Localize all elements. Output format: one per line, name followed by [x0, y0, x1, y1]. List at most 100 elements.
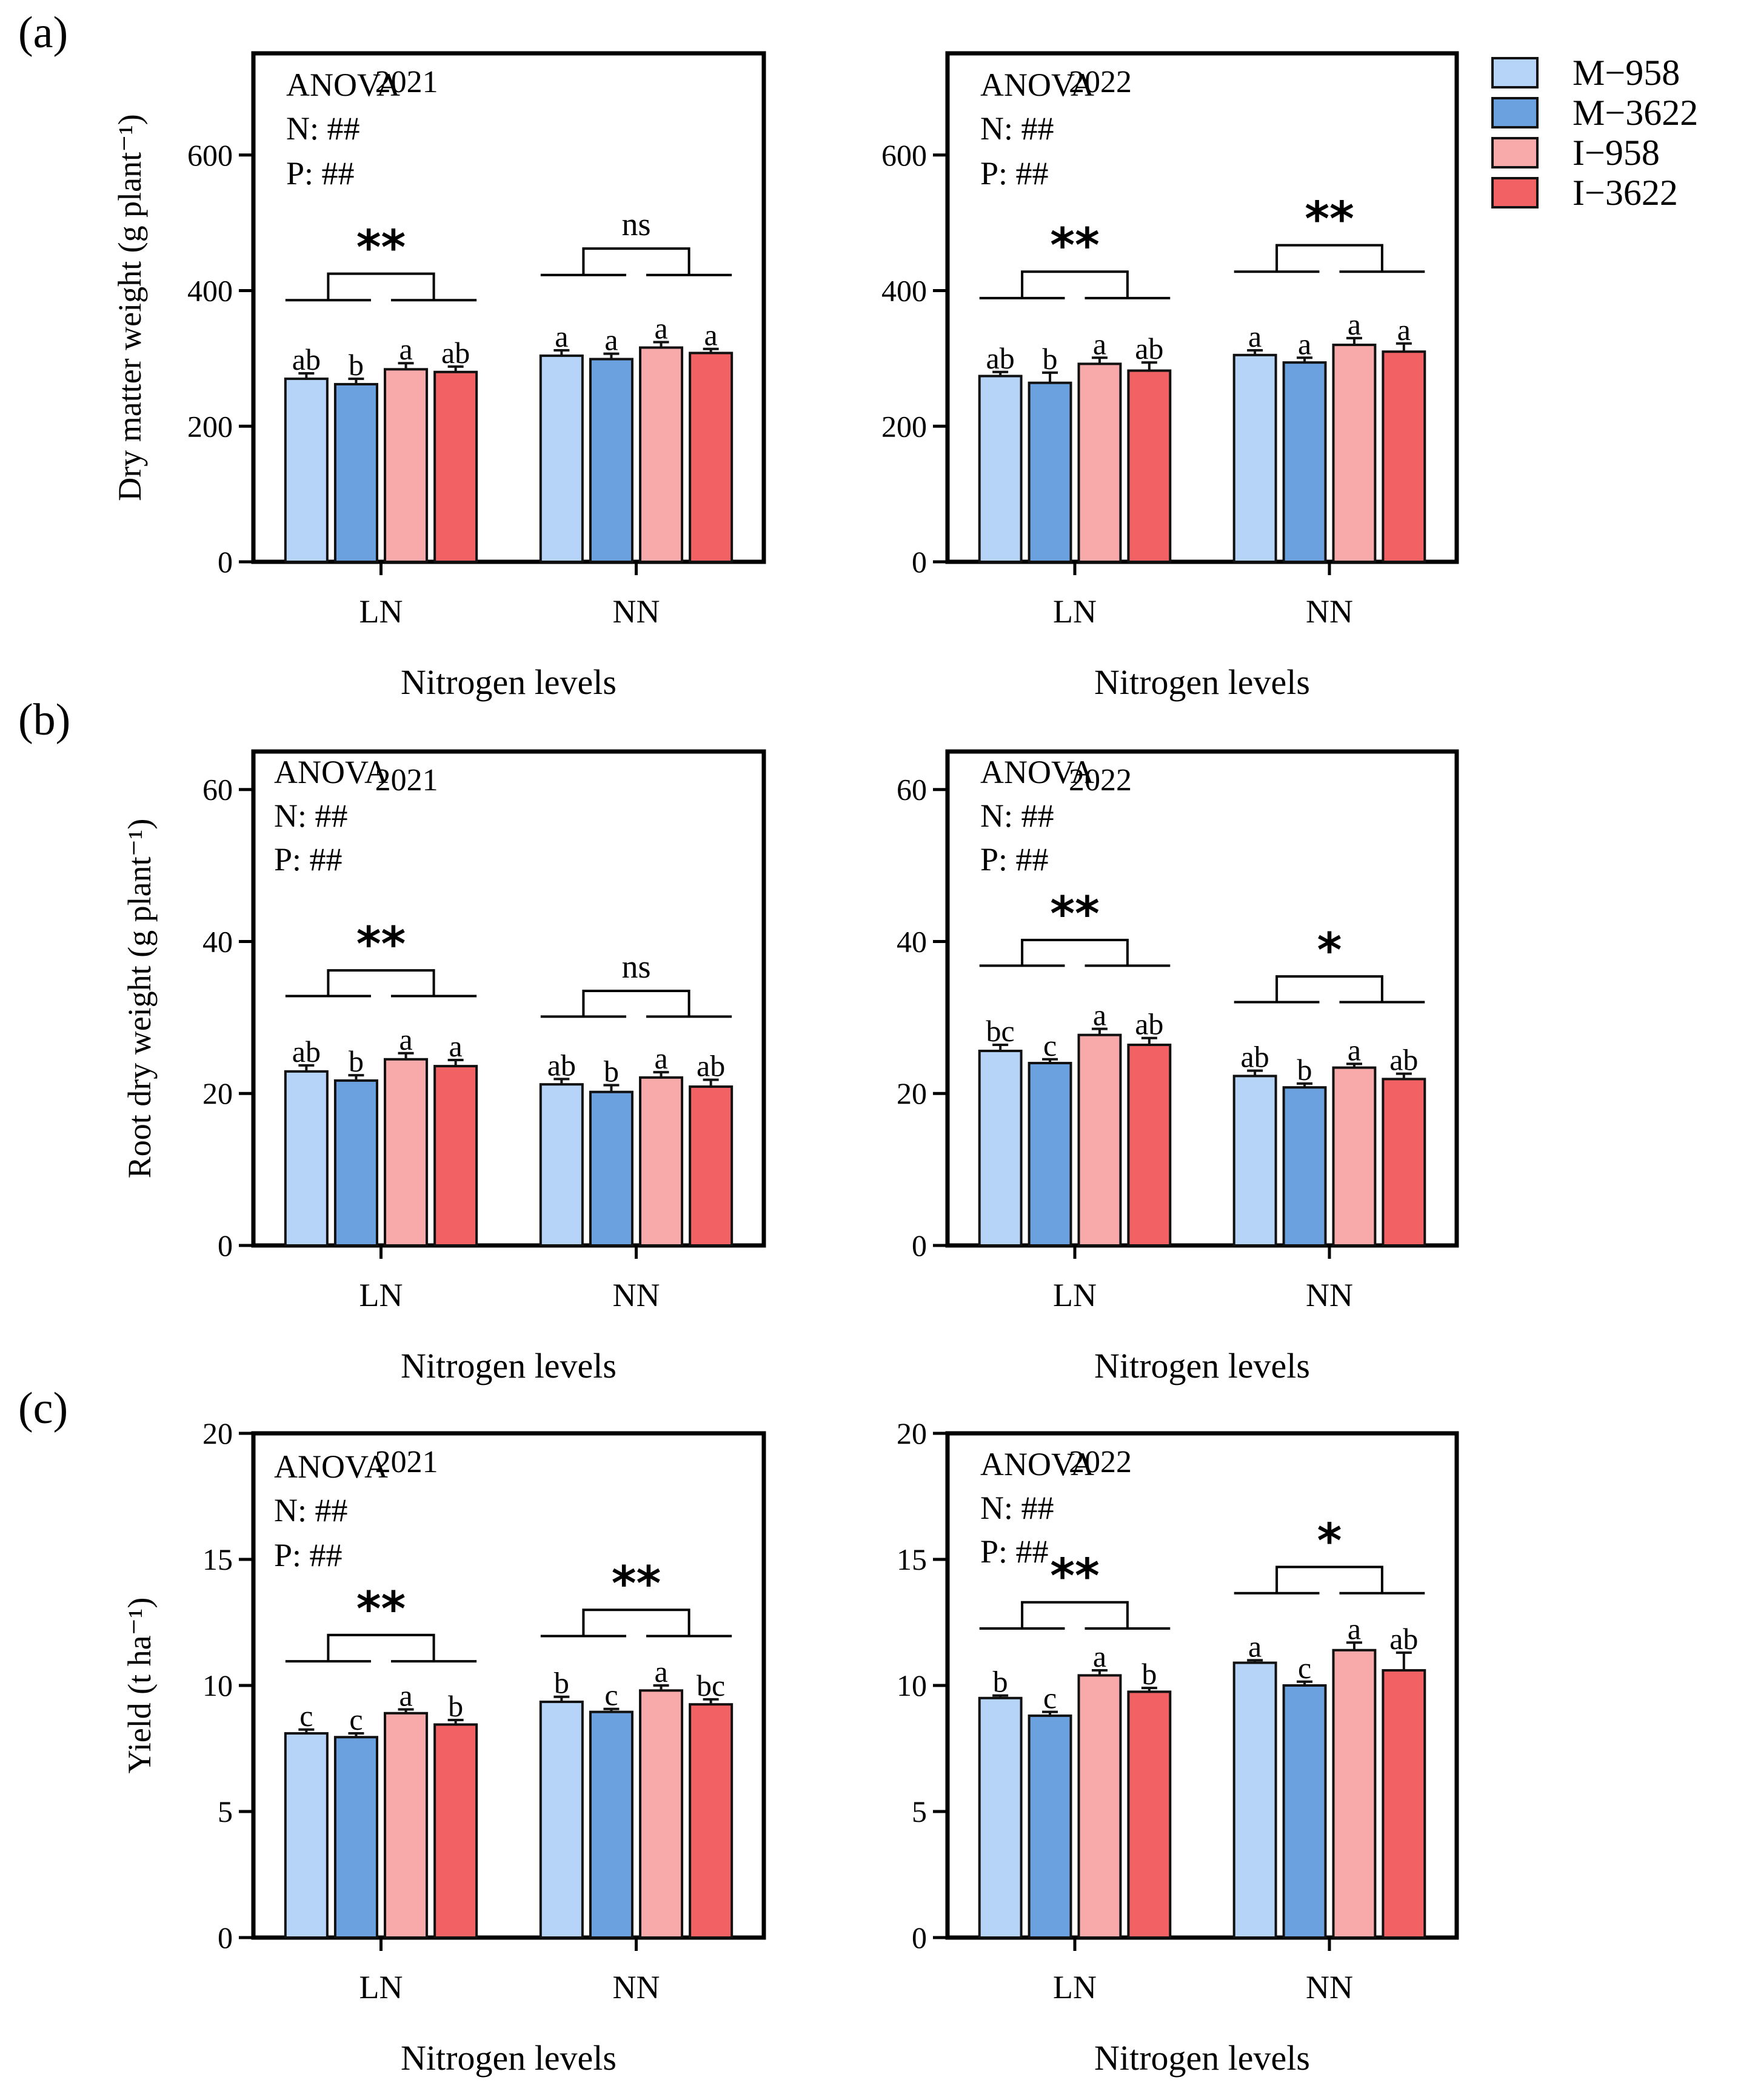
anova-title: ANOVA — [980, 67, 1094, 103]
bar — [1028, 381, 1072, 563]
significance-letter: ab — [1135, 1007, 1163, 1041]
y-axis-title: Yield (t ha⁻¹) — [121, 1598, 158, 1774]
anova-p: P: ## — [980, 841, 1049, 878]
y-tick-label: 0 — [218, 1228, 233, 1262]
significance-letter: a — [1397, 313, 1411, 347]
comparison-significance: ns — [621, 948, 650, 985]
anova-p: P: ## — [980, 155, 1049, 192]
y-tick-label: 60 — [897, 773, 927, 807]
significance-letter: b — [448, 1689, 463, 1723]
bar — [978, 1050, 1023, 1247]
comparison-significance: * — [1317, 924, 1342, 978]
significance-letter: ab — [697, 1049, 725, 1083]
year-label: 2021 — [375, 65, 438, 99]
significance-letter: a — [1248, 1629, 1262, 1663]
comparison-significance: ns — [621, 206, 650, 242]
legend-label: M−958 — [1573, 53, 1680, 93]
x-category-label: NN — [613, 1969, 660, 2005]
significance-letter: a — [654, 312, 667, 345]
significance-letter: bc — [986, 1014, 1015, 1048]
x-axis-title: Nitrogen levels — [401, 662, 617, 702]
significance-letter: a — [1093, 327, 1106, 361]
bar — [1028, 1062, 1072, 1247]
panel-label-b: (b) — [18, 695, 70, 745]
y-tick-label: 10 — [202, 1668, 233, 1702]
significance-letter: ab — [1135, 332, 1163, 365]
x-axis-title: Nitrogen levels — [1094, 662, 1310, 702]
bar — [433, 1723, 478, 1939]
bar — [1232, 1075, 1277, 1247]
bar — [333, 1079, 378, 1247]
significance-letter: a — [1348, 1612, 1361, 1645]
y-tick-label: 5 — [912, 1795, 927, 1828]
anova-n: N: ## — [980, 110, 1054, 147]
bar — [689, 1085, 734, 1247]
y-tick-label: 20 — [202, 1076, 233, 1110]
bar — [589, 358, 633, 563]
x-axis-title: Nitrogen levels — [401, 2038, 617, 2078]
bar — [1282, 361, 1327, 563]
comparison-significance: ** — [612, 1557, 661, 1612]
comparison-significance: ** — [356, 1582, 406, 1637]
bar — [539, 1083, 584, 1247]
y-tick-label: 20 — [202, 1416, 233, 1450]
y-tick-label: 60 — [202, 773, 233, 807]
significance-letter: ab — [1389, 1043, 1418, 1077]
anova-title: ANOVA — [274, 754, 388, 790]
significance-letter: c — [604, 1678, 618, 1712]
bar — [1382, 350, 1426, 563]
significance-letter: c — [349, 1702, 363, 1736]
x-category-label: NN — [1306, 1277, 1353, 1313]
y-tick-label: 400 — [187, 274, 233, 308]
y-tick-label: 400 — [881, 274, 927, 308]
bar — [1282, 1684, 1327, 1939]
y-tick-label: 600 — [881, 138, 927, 172]
comparison-bracket — [285, 1633, 477, 1663]
y-tick-label: 0 — [912, 1921, 927, 1955]
bar — [384, 1058, 429, 1247]
bar — [433, 1065, 478, 1247]
significance-letter: ab — [441, 336, 470, 370]
legend-label: I−3622 — [1573, 173, 1678, 213]
anova-title: ANOVA — [980, 1446, 1094, 1482]
legend-label: M−3622 — [1573, 93, 1698, 133]
comparison-bracket — [540, 247, 732, 276]
bar — [284, 1070, 329, 1247]
bar — [589, 1090, 633, 1247]
bar — [1332, 1066, 1377, 1247]
comparison-bracket — [1234, 1565, 1425, 1595]
significance-letter: a — [1298, 327, 1311, 361]
bar — [539, 354, 584, 564]
x-category-label: NN — [1306, 1969, 1353, 2005]
year-label: 2022 — [1069, 1445, 1132, 1479]
bar — [333, 382, 378, 564]
significance-letter: a — [449, 1029, 463, 1063]
significance-letter: c — [299, 1699, 313, 1733]
bar — [1382, 1078, 1426, 1247]
y-tick-label: 0 — [218, 1921, 233, 1955]
significance-letter: b — [1043, 342, 1058, 376]
year-label: 2021 — [375, 1445, 438, 1479]
significance-letter: a — [604, 323, 618, 357]
significance-letter: b — [1141, 1657, 1157, 1691]
significance-letter: a — [399, 1679, 412, 1713]
bar — [384, 1712, 429, 1939]
bar — [639, 1689, 684, 1939]
significance-letter: a — [555, 319, 568, 353]
comparison-bracket — [285, 272, 477, 302]
anova-n: N: ## — [286, 110, 360, 147]
comparison-significance: ** — [356, 918, 406, 972]
comparison-significance: ** — [356, 221, 406, 276]
x-category-label: NN — [1306, 593, 1353, 630]
bar — [539, 1701, 584, 1939]
y-tick-label: 40 — [202, 924, 233, 958]
bar — [1382, 1669, 1426, 1939]
comparison-bracket — [285, 969, 477, 998]
anova-n: N: ## — [274, 1492, 348, 1528]
bar — [689, 352, 734, 564]
significance-letter: a — [399, 1022, 412, 1056]
